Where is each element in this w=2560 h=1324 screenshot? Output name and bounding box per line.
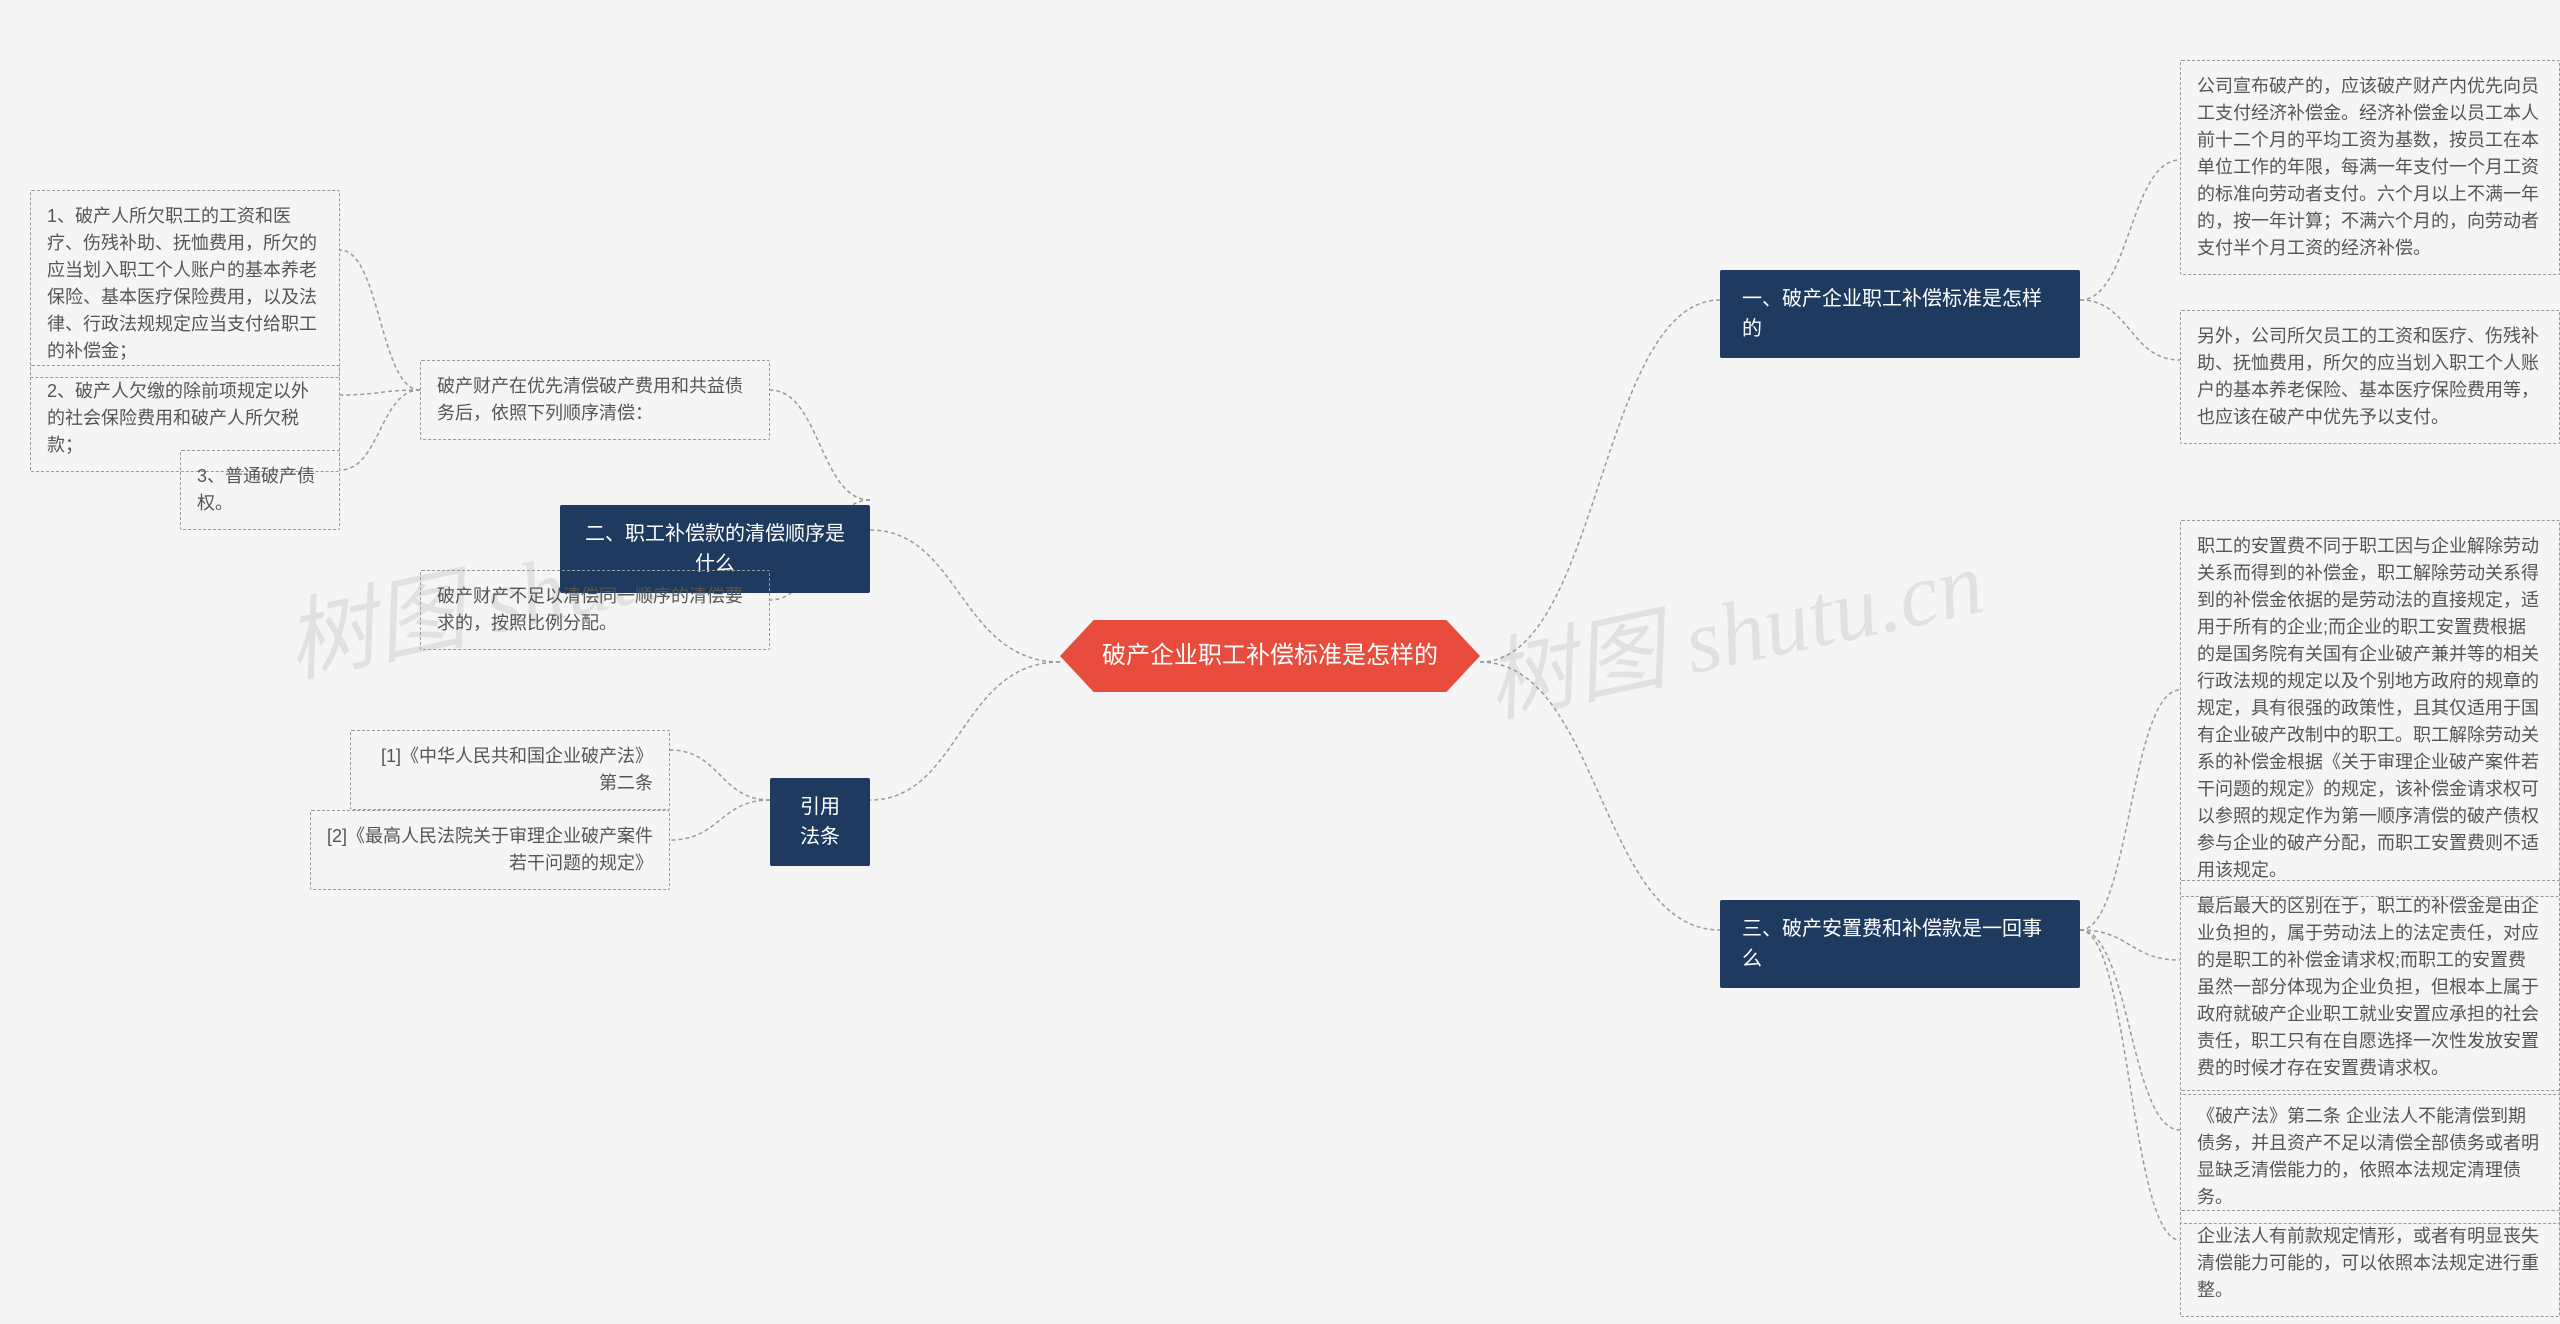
leaf-text: 破产财产在优先清偿破产费用和共益债务后，依照下列顺序清偿： (437, 376, 743, 423)
leaf-text: [1]《中华人民共和国企业破产法》第二条 (381, 746, 653, 793)
leaf-b2-head[interactable]: 破产财产在优先清偿破产费用和共益债务后，依照下列顺序清偿： (420, 360, 770, 440)
leaf-text: 3、普通破产债权。 (197, 466, 315, 513)
branch-1[interactable]: 一、破产企业职工补偿标准是怎样的 (1720, 270, 2080, 358)
branch-label: 三、破产安置费和补偿款是一回事么 (1742, 918, 2042, 970)
branch-label: 二、职工补偿款的清偿顺序是什么 (585, 523, 845, 575)
leaf-text: 职工的安置费不同于职工因与企业解除劳动关系而得到的补偿金，职工解除劳动关系得到的… (2197, 536, 2539, 880)
leaf-b3-2[interactable]: 最后最大的区别在于，职工的补偿金是由企业负担的，属于劳动法上的法定责任，对应的是… (2180, 880, 2560, 1095)
leaf-text: 公司宣布破产的，应该破产财产内优先向员工支付经济补偿金。经济补偿金以员工本人前十… (2197, 76, 2539, 258)
branch-3[interactable]: 三、破产安置费和补偿款是一回事么 (1720, 900, 2080, 988)
leaf-text: 《破产法》第二条 企业法人不能清偿到期债务，并且资产不足以清偿全部债务或者明显缺… (2197, 1106, 2539, 1207)
leaf-text: [2]《最高人民法院关于审理企业破产案件若干问题的规定》 (327, 826, 653, 873)
leaf-b3-3[interactable]: 《破产法》第二条 企业法人不能清偿到期债务，并且资产不足以清偿全部债务或者明显缺… (2180, 1090, 2560, 1224)
leaf-b4-1[interactable]: [1]《中华人民共和国企业破产法》第二条 (350, 730, 670, 810)
branch-label: 一、破产企业职工补偿标准是怎样的 (1742, 288, 2042, 340)
leaf-text: 1、破产人所欠职工的工资和医疗、伤残补助、抚恤费用，所欠的应当划入职工个人账户的… (47, 206, 317, 361)
leaf-text: 破产财产不足以清偿同一顺序的清偿要求的，按照比例分配。 (437, 586, 743, 633)
leaf-text: 最后最大的区别在于，职工的补偿金是由企业负担的，属于劳动法上的法定责任，对应的是… (2197, 896, 2539, 1078)
root-node[interactable]: 破产企业职工补偿标准是怎样的 (1060, 620, 1480, 692)
leaf-b4-2[interactable]: [2]《最高人民法院关于审理企业破产案件若干问题的规定》 (310, 810, 670, 890)
leaf-b2-1[interactable]: 1、破产人所欠职工的工资和医疗、伤残补助、抚恤费用，所欠的应当划入职工个人账户的… (30, 190, 340, 378)
mindmap-canvas: 树图 shutu.cn 树图 shutu.cn 破产企业职工补偿标准是怎样的 一… (0, 0, 2560, 1324)
leaf-b3-1[interactable]: 职工的安置费不同于职工因与企业解除劳动关系而得到的补偿金，职工解除劳动关系得到的… (2180, 520, 2560, 897)
branch-label: 引用法条 (800, 796, 840, 848)
leaf-b2-3[interactable]: 3、普通破产债权。 (180, 450, 340, 530)
leaf-b2-tail[interactable]: 破产财产不足以清偿同一顺序的清偿要求的，按照比例分配。 (420, 570, 770, 650)
leaf-b1-2[interactable]: 另外，公司所欠员工的工资和医疗、伤残补助、抚恤费用，所欠的应当划入职工个人账户的… (2180, 310, 2560, 444)
watermark: 树图 shutu.cn (1472, 509, 1993, 741)
root-label: 破产企业职工补偿标准是怎样的 (1102, 642, 1438, 669)
branch-4[interactable]: 引用法条 (770, 778, 870, 866)
leaf-text: 另外，公司所欠员工的工资和医疗、伤残补助、抚恤费用，所欠的应当划入职工个人账户的… (2197, 326, 2539, 427)
leaf-b3-4[interactable]: 企业法人有前款规定情形，或者有明显丧失清偿能力可能的，可以依照本法规定进行重整。 (2180, 1210, 2560, 1317)
leaf-text: 企业法人有前款规定情形，或者有明显丧失清偿能力可能的，可以依照本法规定进行重整。 (2197, 1226, 2539, 1300)
leaf-text: 2、破产人欠缴的除前项规定以外的社会保险费用和破产人所欠税款； (47, 381, 309, 455)
leaf-b1-1[interactable]: 公司宣布破产的，应该破产财产内优先向员工支付经济补偿金。经济补偿金以员工本人前十… (2180, 60, 2560, 275)
